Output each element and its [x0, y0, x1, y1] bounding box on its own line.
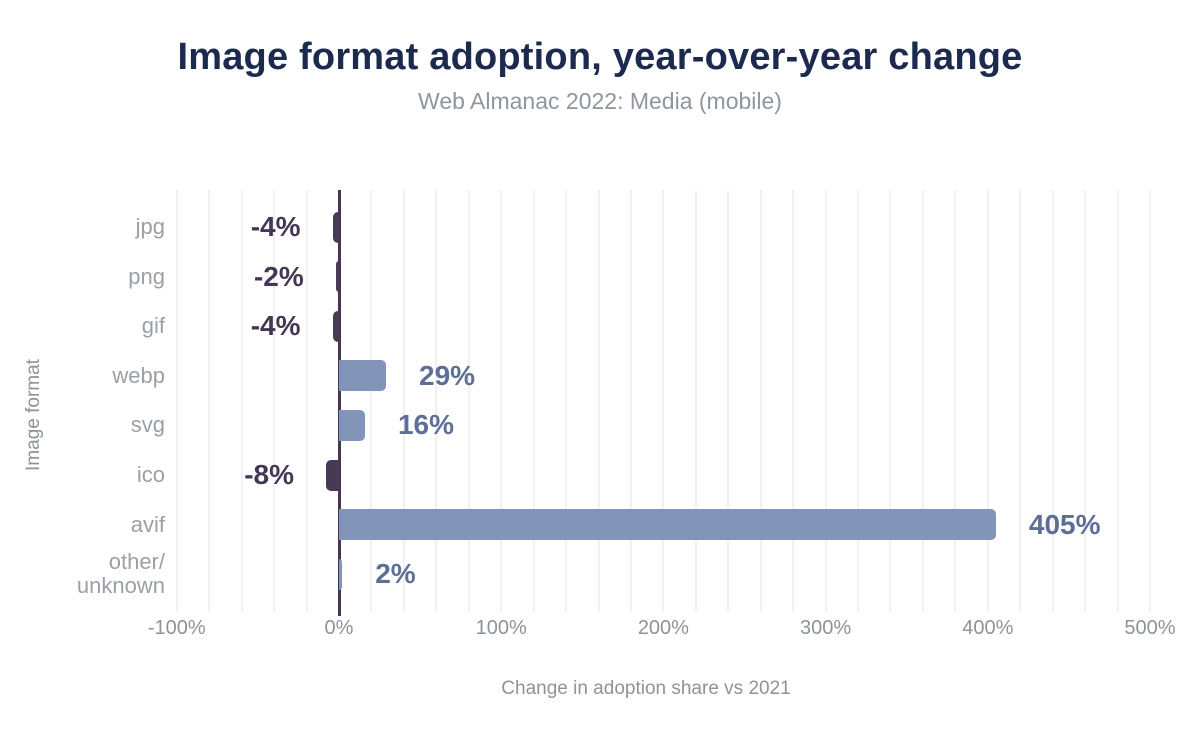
gridline: [889, 190, 892, 612]
gridline: [1116, 190, 1119, 612]
category-label-other-unknown: other/ unknown: [76, 549, 165, 599]
value-label-svg: 16%: [397, 409, 454, 441]
x-tick-label: 500%: [1124, 617, 1176, 639]
bar-webp: [339, 360, 387, 392]
gridline: [1084, 190, 1087, 612]
value-label-avif: 405%: [1028, 508, 1101, 540]
category-label-jpg: jpg: [135, 214, 165, 239]
gridline: [532, 190, 535, 612]
x-axis-title: Change in adoption share vs 2021: [501, 678, 791, 699]
gridline: [240, 190, 243, 612]
gridline: [1019, 190, 1022, 612]
chart-subtitle: Web Almanac 2022: Media (mobile): [418, 88, 782, 114]
bar-svg: [339, 409, 365, 441]
gridline: [954, 190, 957, 612]
x-tick-label: 200%: [637, 617, 689, 639]
gridline: [565, 190, 568, 612]
value-label-other-unknown: 2%: [375, 558, 416, 590]
bar-gif: [332, 310, 339, 342]
value-label-jpg: -4%: [250, 211, 301, 242]
x-tick-label: 0%: [324, 617, 354, 639]
gridline: [402, 190, 405, 612]
zero-baseline: [337, 190, 341, 616]
bar-ico: [326, 459, 339, 491]
gridline: [694, 190, 697, 612]
gridline: [857, 190, 860, 612]
gridline: [305, 190, 308, 612]
category-label-avif: avif: [130, 511, 165, 537]
gridline: [921, 190, 924, 612]
x-tick-label: 300%: [800, 617, 852, 639]
category-label-webp: webp: [112, 362, 165, 388]
gridline: [662, 190, 665, 612]
value-label-ico: -8%: [244, 459, 295, 490]
gridline: [370, 190, 373, 612]
gridline: [500, 190, 503, 612]
gridline: [597, 190, 600, 612]
category-label-ico: ico: [136, 462, 165, 487]
category-label-svg: svg: [130, 412, 165, 438]
value-label-gif: -4%: [250, 310, 301, 342]
category-label-png: png: [128, 263, 165, 289]
gridline: [727, 190, 730, 612]
category-label-gif: gif: [141, 313, 165, 339]
bar-jpg: [332, 211, 339, 243]
gridline: [1149, 190, 1151, 612]
x-tick-label: 400%: [962, 617, 1014, 639]
gridline: [824, 190, 827, 612]
gridline: [208, 190, 211, 612]
gridline: [175, 190, 178, 612]
gridline: [1051, 190, 1054, 612]
gridline: [629, 190, 632, 612]
gridline: [435, 190, 438, 612]
gridline: [467, 190, 470, 612]
x-tick-label: -100%: [147, 617, 206, 639]
bar-png: [335, 261, 339, 293]
value-label-webp: 29%: [419, 359, 476, 391]
gridline: [273, 190, 276, 612]
x-tick-label: 100%: [475, 617, 527, 639]
bar-other-unknown: [339, 558, 343, 590]
gridline: [792, 190, 795, 612]
gridline: [986, 190, 989, 612]
chart-title: Image format adoption, year-over-year ch…: [177, 36, 1023, 78]
gridline: [759, 190, 762, 612]
bar-avif: [339, 509, 996, 541]
value-label-png: -2%: [253, 260, 304, 292]
